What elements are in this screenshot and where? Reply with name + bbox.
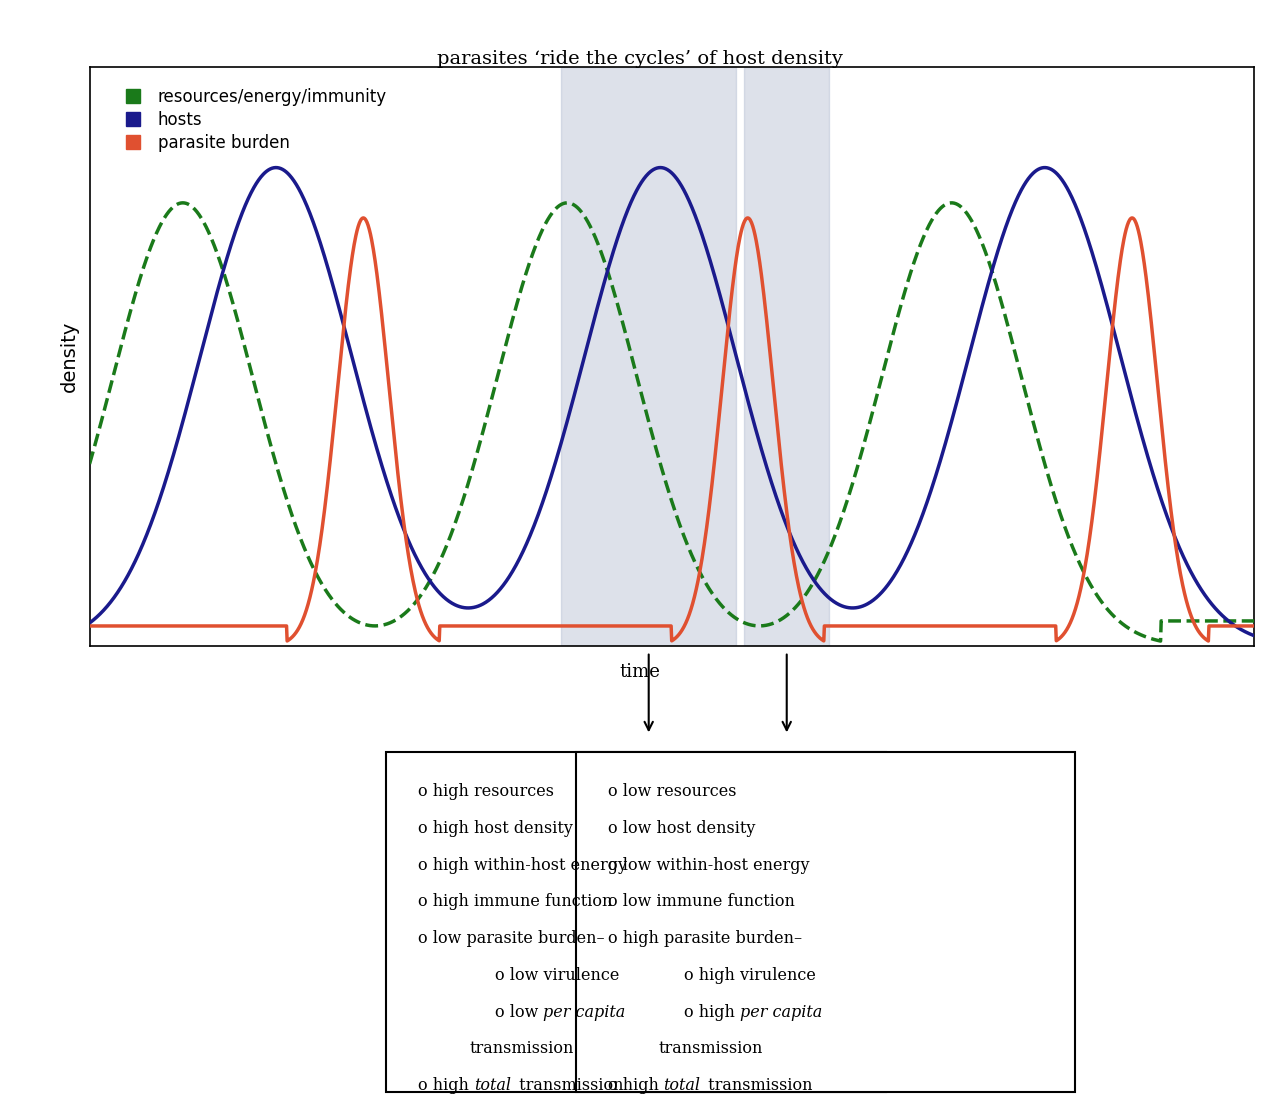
Text: transmission: transmission	[470, 1040, 573, 1057]
Text: o high resources: o high resources	[419, 783, 554, 800]
Text: per capita: per capita	[740, 1004, 822, 1020]
Text: o high: o high	[608, 1077, 663, 1094]
Text: transmission: transmission	[703, 1077, 813, 1094]
Text: transmission: transmission	[513, 1077, 623, 1094]
Text: o high parasite burden–: o high parasite burden–	[608, 930, 801, 947]
Text: o high within-host energy: o high within-host energy	[419, 857, 627, 873]
Y-axis label: density: density	[59, 321, 78, 392]
Text: per capita: per capita	[543, 1004, 625, 1020]
Text: o low within-host energy: o low within-host energy	[608, 857, 809, 873]
Bar	[562, 67, 736, 646]
Text: parasites ‘ride the cycles’ of host density: parasites ‘ride the cycles’ of host dens…	[436, 50, 844, 68]
Text: o high virulence: o high virulence	[685, 967, 817, 984]
Text: o high immune function: o high immune function	[419, 893, 613, 910]
Text: o low host density: o low host density	[608, 820, 755, 837]
Text: o low parasite burden–: o low parasite burden–	[419, 930, 605, 947]
Text: o high host density: o high host density	[419, 820, 573, 837]
Text: o high: o high	[419, 1077, 475, 1094]
Legend: resources/energy/immunity, hosts, parasite burden: resources/energy/immunity, hosts, parasi…	[110, 81, 394, 158]
Text: o low immune function: o low immune function	[608, 893, 795, 910]
Text: o high: o high	[685, 1004, 740, 1020]
Bar	[744, 67, 829, 646]
Text: total: total	[474, 1077, 511, 1094]
Text: o low virulence: o low virulence	[495, 967, 620, 984]
Text: o low: o low	[495, 1004, 544, 1020]
Text: time: time	[620, 663, 660, 681]
Text: total: total	[663, 1077, 700, 1094]
Text: o low resources: o low resources	[608, 783, 736, 800]
Text: transmission: transmission	[659, 1040, 763, 1057]
